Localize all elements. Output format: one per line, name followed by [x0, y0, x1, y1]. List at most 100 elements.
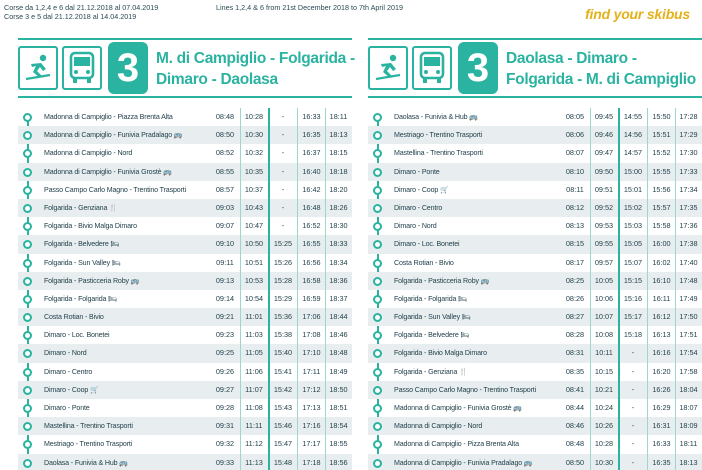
departure-time: 10:06: [594, 293, 614, 303]
departure-time: -: [631, 403, 635, 412]
departure-time: 15:25: [273, 239, 293, 249]
stop-name: Mestriago - Trentino Trasporti: [394, 126, 482, 144]
stop-dot: [373, 385, 382, 395]
departure-time: 15:51: [652, 130, 671, 140]
bus-stop-icon: 🚌: [478, 277, 490, 285]
column-divider: [325, 108, 326, 470]
stop-name: Folgarida - Genziana 🍴: [394, 363, 468, 381]
stop-name: Folgarida - Genziana 🍴: [44, 199, 118, 217]
departure-time: 18:36: [329, 275, 348, 285]
departure-time: 17:06: [302, 312, 321, 322]
departure-time: 09:13: [215, 275, 235, 285]
stop-name-text: Folgarida - Pasticceria Roby: [44, 276, 129, 285]
column-divider: [297, 108, 298, 470]
departure-time: -: [281, 130, 285, 140]
stop-name-text: Madonna di Campiglio - Funivia Grostè: [44, 167, 162, 176]
stop-dot: [23, 458, 32, 468]
table-row: Dimaro - Centro 09:26 11:06 15:41 17:11 18:49: [18, 363, 352, 381]
departure-time: 16:11: [652, 293, 671, 303]
stop-name: Costa Rotian - Bivio: [44, 308, 104, 326]
departure-time: 15:50: [652, 112, 671, 121]
departure-time: 09:33: [215, 457, 235, 467]
departure-time: 15:15: [623, 275, 643, 285]
table-row: Dimaro - Ponte 09:28 11:08 15:43 17:13 18:51: [18, 399, 352, 417]
departure-time: 17:50: [679, 312, 698, 322]
stop-name: Folgarida - Sun Valley 🛏: [394, 308, 471, 326]
departure-time: 11:08: [245, 403, 263, 412]
departure-time: 08:15: [565, 239, 585, 249]
route-line: [377, 117, 379, 463]
departure-time: 15:26: [273, 257, 293, 267]
departure-time: 10:37: [244, 184, 264, 194]
stop-name: Madonna di Campiglio - Nord: [394, 417, 482, 435]
departure-time: 08:50: [565, 457, 585, 467]
departure-time: 18:46: [329, 330, 348, 340]
departure-time: 16:42: [302, 184, 321, 194]
stop-name: Daolasa - Funivia & Hub 🚌: [44, 454, 128, 470]
departure-time: 16:31: [652, 421, 671, 431]
stop-dot: [373, 258, 382, 268]
departure-time: 11:12: [245, 439, 263, 449]
departure-time: 18:07: [679, 403, 698, 412]
departure-time: 17:33: [679, 166, 698, 176]
table-row: Folgarida - Belvedere 🛏 09:10 10:50 15:25 16…: [18, 235, 352, 254]
departure-time: 09:52: [594, 202, 614, 212]
departure-time: -: [281, 112, 285, 121]
departure-time: 08:11: [566, 184, 584, 194]
table-row: Folgarida - Pasticceria Roby 🚌 08:25 10:05…: [368, 271, 702, 290]
table-row: Folgarida - Bivio Malga Dimaro 09:07 10:47…: [18, 217, 352, 235]
table-row: Dimaro - Ponte 08:10 09:50 15:00 15:55 17:33: [368, 162, 702, 181]
table-row: Madonna di Campiglio - Funivia Pradalago…: [18, 126, 352, 145]
departure-time: 18:33: [329, 239, 348, 249]
top-bar: Corse da 1,2,4 e 6 dal 21.12.2018 al 07.…: [0, 0, 702, 26]
departure-time: 17:16: [302, 421, 321, 431]
hotel-icon: 🛏: [109, 259, 121, 267]
departure-time: 08:50: [215, 130, 235, 140]
stop-name: Madonna di Campiglio - Piazza Brenta Alt…: [44, 108, 173, 126]
departure-time: -: [631, 348, 635, 358]
timetable: Daolasa - Funivia & Hub 🚌 08:05 09:45 14:55…: [368, 108, 702, 470]
table-row: Madonna di Campiglio - Nord 08:46 10:26 - 16…: [368, 417, 702, 436]
table-row: Passo Campo Carlo Magno - Trentino Trasp…: [368, 380, 702, 399]
departure-time: 11:06: [245, 366, 263, 376]
stop-name: Madonna di Campiglio - Funivia Grostè 🚌: [44, 163, 172, 181]
stop-name: Passo Campo Carlo Magno - Trentino Trasp…: [394, 381, 536, 399]
departure-time: 15:52: [652, 148, 671, 158]
departure-time: 16:56: [302, 257, 321, 267]
stop-name-text: Costa Rotian - Bivio: [394, 258, 454, 267]
departure-time: 18:04: [679, 384, 698, 394]
departure-time: 15:48: [273, 457, 293, 467]
departure-time: 15:28: [273, 275, 293, 285]
stop-name: Costa Rotian - Bivio: [394, 254, 454, 272]
departure-time: 14:57: [623, 148, 643, 158]
stop-name: Folgarida - Pasticceria Roby 🚌: [394, 272, 489, 290]
hotel-icon: 🛏: [459, 314, 471, 322]
stop-dot: [373, 131, 382, 141]
departure-time: 11:13: [245, 457, 263, 467]
departure-time: 10:50: [244, 239, 264, 249]
table-row: Dimaro - Nord 08:13 09:53 15:03 15:58 17:36: [368, 217, 702, 235]
table-row: Madonna di Campiglio - Funivia Grostè 🚌 0…: [18, 162, 352, 181]
timetable: Madonna di Campiglio - Piazza Brenta Alt…: [18, 108, 352, 470]
departure-time: 16:40: [302, 166, 321, 176]
bus-stop-icon: 🚌: [522, 459, 533, 467]
stop-name: Dimaro - Loc. Bonetei: [394, 235, 460, 253]
route-title-line-1: Daolasa - Dimaro -: [506, 50, 637, 67]
departure-time: 08:07: [565, 148, 585, 158]
route-title: M. di Campiglio - Folgarida - Dimaro - D…: [156, 48, 356, 90]
departure-time: 16:35: [652, 457, 671, 467]
departure-time: 09:26: [215, 366, 235, 376]
departure-time: 10:43: [244, 202, 264, 212]
table-row: Madonna di Campiglio - Nord 08:52 10:32 - 16…: [18, 144, 352, 162]
stop-name: Dimaro - Loc. Bonetei: [44, 326, 110, 344]
stop-name-text: Dimaro - Centro: [44, 367, 93, 376]
table-row: Daolasa - Funivia & Hub 🚌 09:33 11:13 15:48…: [18, 453, 352, 470]
stop-dot: [23, 149, 32, 159]
departure-time: 17:28: [679, 112, 698, 121]
stop-name-text: Daolasa - Funivia & Hub: [394, 113, 468, 121]
departure-time: 09:11: [216, 257, 234, 267]
stop-name-text: Folgarida - Sun Valley: [394, 313, 460, 322]
departure-time: 16:35: [302, 130, 321, 140]
departure-time: 18:18: [329, 166, 348, 176]
departure-time: 08:17: [565, 257, 585, 267]
